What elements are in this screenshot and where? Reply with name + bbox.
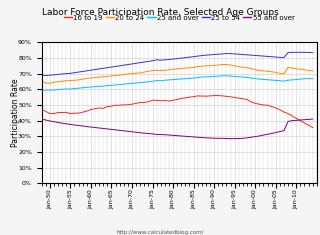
55 and over — [81, 125, 84, 127]
25 and over — [220, 74, 224, 77]
16 to 19 — [294, 117, 298, 120]
25 and over — [294, 78, 298, 81]
Line: 55 and over: 55 and over — [42, 119, 313, 139]
20 to 24 — [77, 78, 81, 81]
25 to 54 — [73, 71, 76, 74]
16 to 19 — [151, 99, 155, 102]
25 to 54 — [163, 59, 167, 61]
16 to 19 — [81, 111, 84, 114]
20 to 24 — [220, 63, 224, 66]
55 and over — [73, 124, 76, 126]
20 to 24 — [253, 68, 257, 71]
25 to 54 — [311, 51, 315, 54]
25 to 54 — [81, 70, 84, 73]
Line: 25 to 54: 25 to 54 — [42, 52, 313, 75]
25 and over — [163, 79, 167, 82]
16 to 19 — [311, 126, 315, 129]
20 to 24 — [40, 80, 44, 83]
20 to 24 — [294, 67, 298, 70]
16 to 19 — [249, 100, 253, 103]
25 to 54 — [151, 59, 155, 62]
Text: http://www.calculatedblog.com/: http://www.calculatedblog.com/ — [116, 230, 204, 235]
Line: 20 to 24: 20 to 24 — [42, 65, 313, 83]
55 and over — [40, 118, 44, 121]
16 to 19 — [40, 108, 44, 111]
55 and over — [294, 119, 298, 122]
20 to 24 — [64, 79, 68, 82]
25 and over — [40, 89, 44, 91]
20 to 24 — [48, 82, 52, 85]
25 to 54 — [40, 74, 44, 77]
55 and over — [228, 137, 232, 140]
16 to 19 — [73, 112, 76, 115]
25 and over — [151, 80, 155, 82]
25 to 54 — [290, 51, 294, 54]
20 to 24 — [167, 68, 171, 71]
25 and over — [249, 77, 253, 79]
20 to 24 — [311, 69, 315, 72]
55 and over — [151, 133, 155, 135]
Y-axis label: Participation Rate: Participation Rate — [11, 78, 20, 147]
Legend: 16 to 19, 20 to 24, 25 and over, 25 to 54, 55 and over: 16 to 19, 20 to 24, 25 and over, 25 to 5… — [64, 15, 295, 21]
25 and over — [81, 86, 84, 89]
55 and over — [163, 133, 167, 136]
Text: Labor Force Participation Rate, Selected Age Groups: Labor Force Participation Rate, Selected… — [42, 8, 278, 17]
25 and over — [73, 87, 76, 90]
16 to 19 — [163, 99, 167, 102]
16 to 19 — [212, 94, 216, 97]
25 to 54 — [245, 53, 249, 56]
Line: 25 and over: 25 and over — [42, 76, 313, 90]
55 and over — [311, 118, 315, 121]
20 to 24 — [155, 69, 158, 72]
55 and over — [249, 136, 253, 139]
25 and over — [311, 77, 315, 80]
25 to 54 — [294, 51, 298, 54]
Line: 16 to 19: 16 to 19 — [42, 96, 313, 128]
